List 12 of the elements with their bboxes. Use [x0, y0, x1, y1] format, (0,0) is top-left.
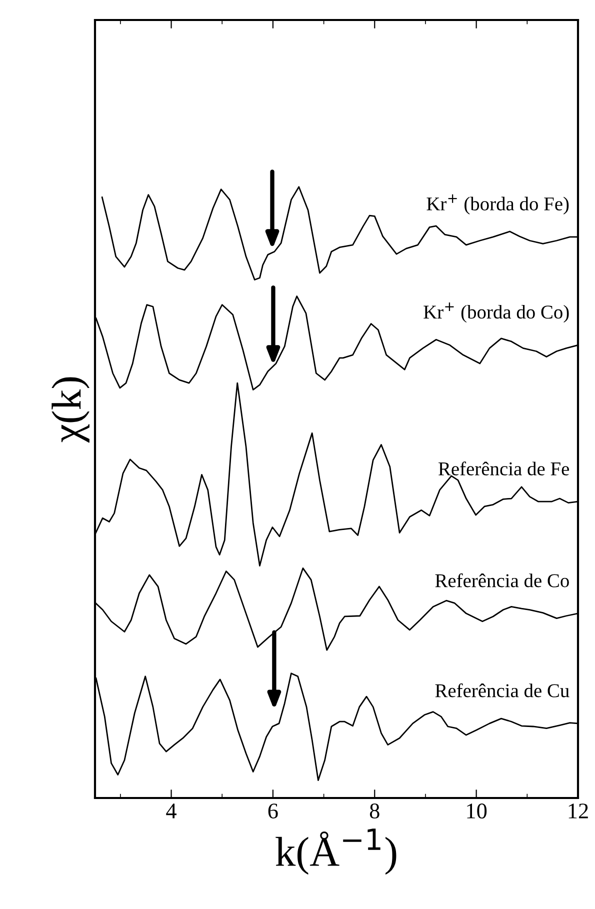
series-label: Referência de Cu — [435, 683, 570, 698]
x-tick-label: 6 — [268, 804, 278, 818]
x-tick-label: 12 — [568, 804, 588, 818]
series-label: Referência de Co — [435, 573, 569, 588]
x-axis-title: k(Å$^{−1}$) — [276, 828, 396, 875]
series-label: Kr$^{+}$ (borda do Co) — [424, 302, 569, 323]
x-tick-label: 10 — [467, 804, 487, 818]
y-axis-title: χ(k) — [52, 377, 90, 443]
x-tick-label: 8 — [370, 804, 380, 818]
x-tick-label: 4 — [166, 804, 176, 818]
series-label: Kr$^{+}$ (borda do Fe) — [426, 194, 569, 214]
series-label: Referência de Fe — [438, 462, 569, 476]
